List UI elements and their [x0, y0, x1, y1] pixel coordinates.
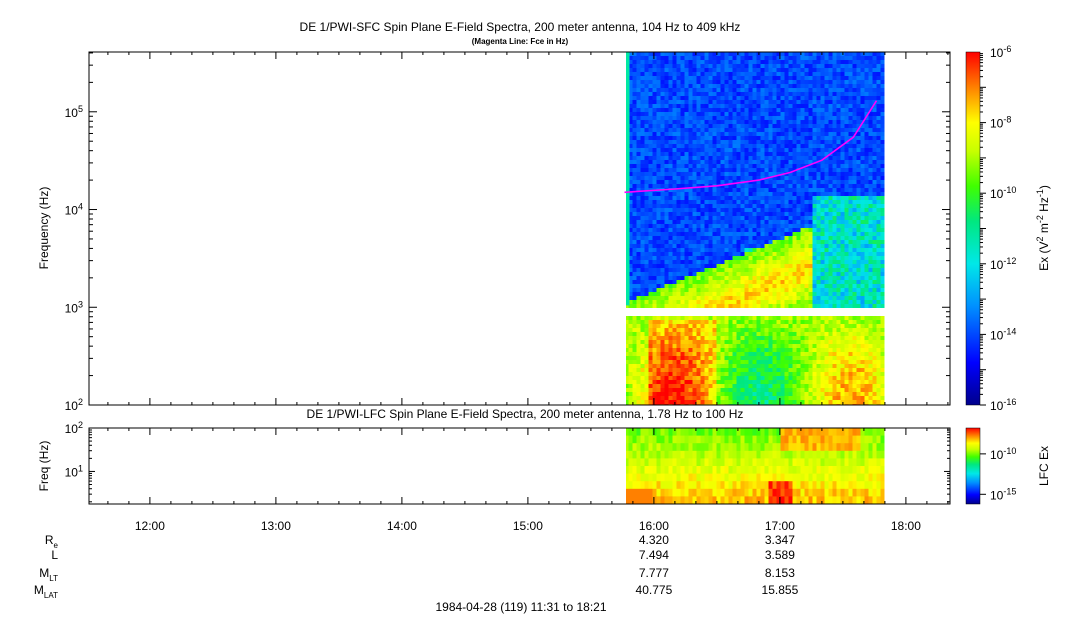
- sfc-spectrogram: [626, 52, 885, 405]
- ephemeris-value: 15.855: [762, 583, 799, 597]
- x-tick-label: 12:00: [135, 519, 165, 533]
- ephemeris-table: Re 4.320 3.347 L 7.494 3.589 MLT 7.777 8.153 MLAT…: [34, 533, 799, 600]
- sfc-y-tick-label: 102: [65, 397, 83, 413]
- ephemeris-row-label: L: [51, 548, 58, 562]
- ephemeris-value: 4.320: [639, 533, 669, 547]
- sfc-colorbar-tick-label: 10-14: [990, 326, 1016, 342]
- ephemeris-value: 7.777: [639, 566, 669, 580]
- lfc-plot-frame: [88, 427, 951, 505]
- colorbar-ticks: 10-6 10-8 10-10 10-12 10-14 10-16 10-10 10-15: [980, 44, 1016, 502]
- sfc-plot-frame: [88, 51, 951, 406]
- time-range-label: 1984-04-28 (119) 11:31 to 18:21: [435, 600, 606, 614]
- x-tick-label: 15:00: [513, 519, 543, 533]
- lfc-colorbar-tick-label: 10-10: [990, 446, 1016, 462]
- ephemeris-value: 8.153: [765, 566, 795, 580]
- lfc-title: DE 1/PWI-LFC Spin Plane E-Field Spectra,…: [307, 407, 744, 421]
- lfc-colorbar-tick-label: 10-15: [990, 486, 1016, 502]
- x-tick-label: 14:00: [387, 519, 417, 533]
- axes-group: 102 103 104 105 101 102 12:00 13:00 14:00 15:00 16…: [65, 52, 950, 533]
- lfc-colorbar-label: LFC Ex: [1037, 446, 1051, 486]
- ephemeris-row-label: MLAT: [34, 583, 58, 600]
- sfc-y-axis-label: Frequency (Hz): [37, 187, 51, 270]
- x-tick-label: 18:00: [891, 519, 921, 533]
- ephemeris-row-label: MLT: [39, 566, 58, 583]
- sfc-colorbar: [965, 51, 981, 406]
- x-tick-label: 13:00: [261, 519, 291, 533]
- sfc-colorbar-label: Ex (V2 m-2 Hz-1): [1035, 185, 1051, 271]
- ephemeris-value: 7.494: [639, 548, 669, 562]
- ephemeris-value: 40.775: [636, 583, 673, 597]
- sfc-colorbar-tick-label: 10-12: [990, 256, 1016, 272]
- x-tick-label: 16:00: [639, 519, 669, 533]
- sfc-y-tick-label: 104: [65, 202, 83, 218]
- sfc-colorbar-tick-label: 10-6: [990, 44, 1011, 60]
- lfc-y-axis-label: Freq (Hz): [37, 441, 51, 492]
- lfc-colorbar: [965, 427, 981, 505]
- sfc-colorbar-tick-label: 10-16: [990, 397, 1016, 413]
- sfc-y-tick-label: 105: [65, 104, 83, 120]
- sfc-colorbar-tick-label: 10-10: [990, 185, 1016, 201]
- ephemeris-value: 3.589: [765, 548, 795, 562]
- sfc-y-tick-label: 103: [65, 299, 83, 315]
- lfc-spectrogram: [626, 428, 885, 504]
- fce-line: [624, 100, 878, 194]
- lfc-y-tick-label: 101: [65, 463, 83, 479]
- sfc-colorbar-tick-label: 10-8: [990, 115, 1011, 131]
- chart-subtitle: (Magenta Line: Fce in Hz): [472, 37, 569, 46]
- ephemeris-row-label: Re: [45, 533, 59, 550]
- chart-title: DE 1/PWI-SFC Spin Plane E-Field Spectra,…: [300, 20, 741, 34]
- x-tick-label: 17:00: [765, 519, 795, 533]
- lfc-y-tick-label: 102: [65, 420, 83, 436]
- ephemeris-value: 3.347: [765, 533, 795, 547]
